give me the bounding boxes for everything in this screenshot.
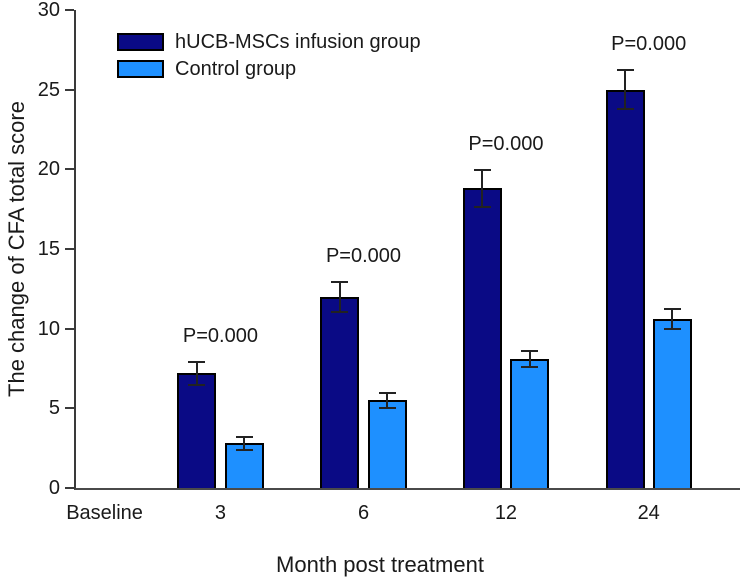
error-bar [528,350,531,368]
error-bar-cap [235,436,253,439]
p-value-label: P=0.000 [325,244,402,267]
error-bar-cap [616,108,634,111]
y-axis-tick [65,168,74,171]
error-bar [481,169,484,208]
p-value-label: P=0.000 [468,133,544,156]
legend-swatch [117,60,164,78]
plot-area: hUCB-MSCs infusion group Control group 0 5… [38,0,740,524]
error-bar-cap [331,280,349,283]
x-axis-tick-label: Baseline [66,502,143,524]
x-axis-title: Month post treatment [276,552,484,577]
error-bar-cap [663,328,681,331]
y-axis-tick-label: 20 [37,158,60,181]
error-bar [195,360,198,387]
error-bar-cap [521,365,539,368]
y-axis-tick-label: 25 [37,78,60,101]
y-axis-tick-label: 30 [37,0,60,21]
legend-item: Control group [117,58,421,80]
p-value-label: P=0.000 [182,324,258,347]
x-axis-tick-label: 3 [214,502,226,524]
y-axis-tick-label: 5 [48,397,60,420]
y-axis-tick-label: 10 [37,317,60,340]
error-bar [671,307,674,331]
legend: hUCB-MSCs infusion group Control group [117,31,421,80]
control-bar-12 [510,358,550,488]
y-axis-tick [65,9,74,11]
error-bar [386,391,389,410]
control-bar-24 [652,319,692,488]
error-bar [624,68,626,111]
treatment-bar-6 [320,296,360,488]
control-bar-6 [367,400,407,488]
error-bar-cap [331,310,349,313]
error-bar [338,280,341,313]
error-bar-cap [473,169,491,172]
p-value-label: P=0.000 [611,32,687,55]
y-axis-tick [65,88,74,91]
error-bar-cap [663,307,681,310]
error-bar-cap [521,350,539,353]
legend-swatch [117,33,164,51]
y-axis-tick-label: 0 [48,477,60,499]
x-axis-tick-label: 6 [357,502,370,524]
error-bar-cap [378,407,396,410]
legend-label: Control group [175,58,297,80]
treatment-bar-12 [462,188,502,488]
y-axis-tick-label: 15 [37,238,60,260]
error-bar-cap [188,360,206,363]
y-axis-tick [65,487,74,489]
legend-label: hUCB-MSCs infusion group [175,31,421,53]
error-bar-cap [378,391,396,394]
legend-item: hUCB-MSCs infusion group [117,31,421,53]
error-bar [243,436,246,451]
x-axis-tick-label: 24 [637,502,660,524]
x-axis-tick-label: 12 [494,502,518,524]
error-bar-cap [616,68,634,71]
y-axis-tick [65,327,74,330]
error-bar-cap [235,448,253,451]
error-bar-cap [473,205,491,208]
y-axis-tick [65,248,74,250]
y-axis-tick [65,407,74,410]
error-bar-cap [188,384,206,387]
treatment-bar-3 [177,373,217,488]
treatment-bar-24 [605,89,645,488]
